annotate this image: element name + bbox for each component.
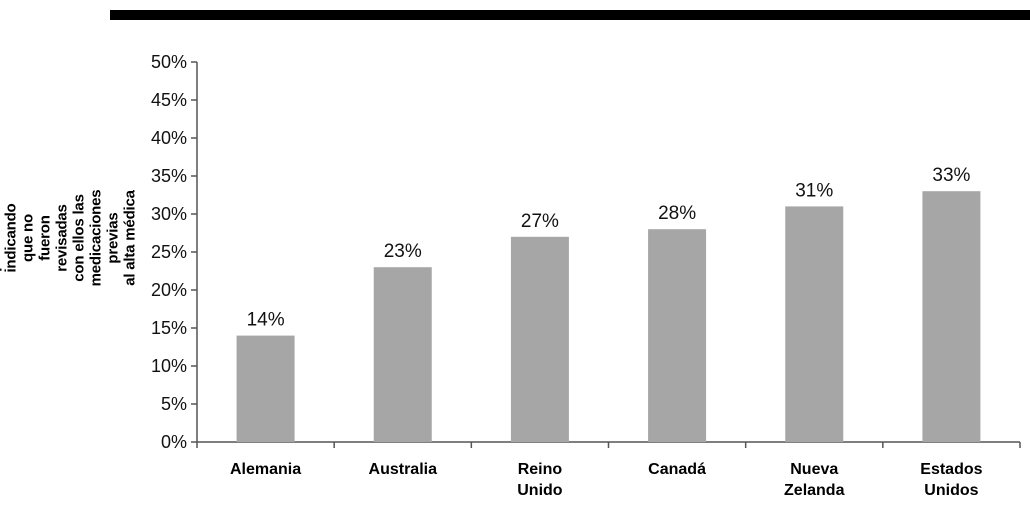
category-label: Estados Unidos (920, 461, 982, 499)
bar (236, 335, 295, 442)
category-label-line: Zelanda (784, 482, 845, 499)
y-tick-label: 20% (151, 280, 187, 300)
category-label: Reino Unido (517, 461, 563, 499)
category-label-line: Nueva (790, 461, 838, 478)
category-label-line: Reino (518, 461, 563, 478)
y-tick-label: 35% (151, 166, 187, 186)
y-tick-label: 5% (161, 394, 187, 414)
y-tick-label: 40% (151, 128, 187, 148)
bar (373, 267, 432, 442)
y-tick-label: 0% (161, 432, 187, 452)
data-label: 33% (932, 165, 970, 186)
category-label: Alemania (230, 461, 301, 478)
data-label: 31% (795, 180, 833, 201)
y-tick-label: 30% (151, 204, 187, 224)
category-label: Australia (369, 461, 438, 478)
category-label-line: Australia (369, 461, 438, 478)
bar (510, 236, 569, 442)
category-label: Nueva Zelanda (784, 461, 845, 499)
bar (922, 191, 981, 442)
category-label: Canadá (648, 461, 706, 478)
data-label: 27% (521, 211, 559, 232)
category-label-line: Canadá (648, 461, 706, 478)
bar (785, 206, 844, 442)
top-rule (110, 10, 1030, 20)
y-tick-label: 25% (151, 242, 187, 262)
bar (648, 229, 707, 442)
y-tick-label: 15% (151, 318, 187, 338)
y-tick-label: 10% (151, 356, 187, 376)
category-label-line: Estados (920, 461, 982, 478)
category-label-line: Unidos (924, 482, 978, 499)
y-tick-label: 50% (151, 52, 187, 72)
category-label-line: Unido (517, 482, 563, 499)
category-label-line: Alemania (230, 461, 301, 478)
data-label: 14% (247, 310, 285, 331)
y-tick-label: 45% (151, 90, 187, 110)
data-label: 28% (658, 203, 696, 224)
data-label: 23% (384, 241, 422, 262)
